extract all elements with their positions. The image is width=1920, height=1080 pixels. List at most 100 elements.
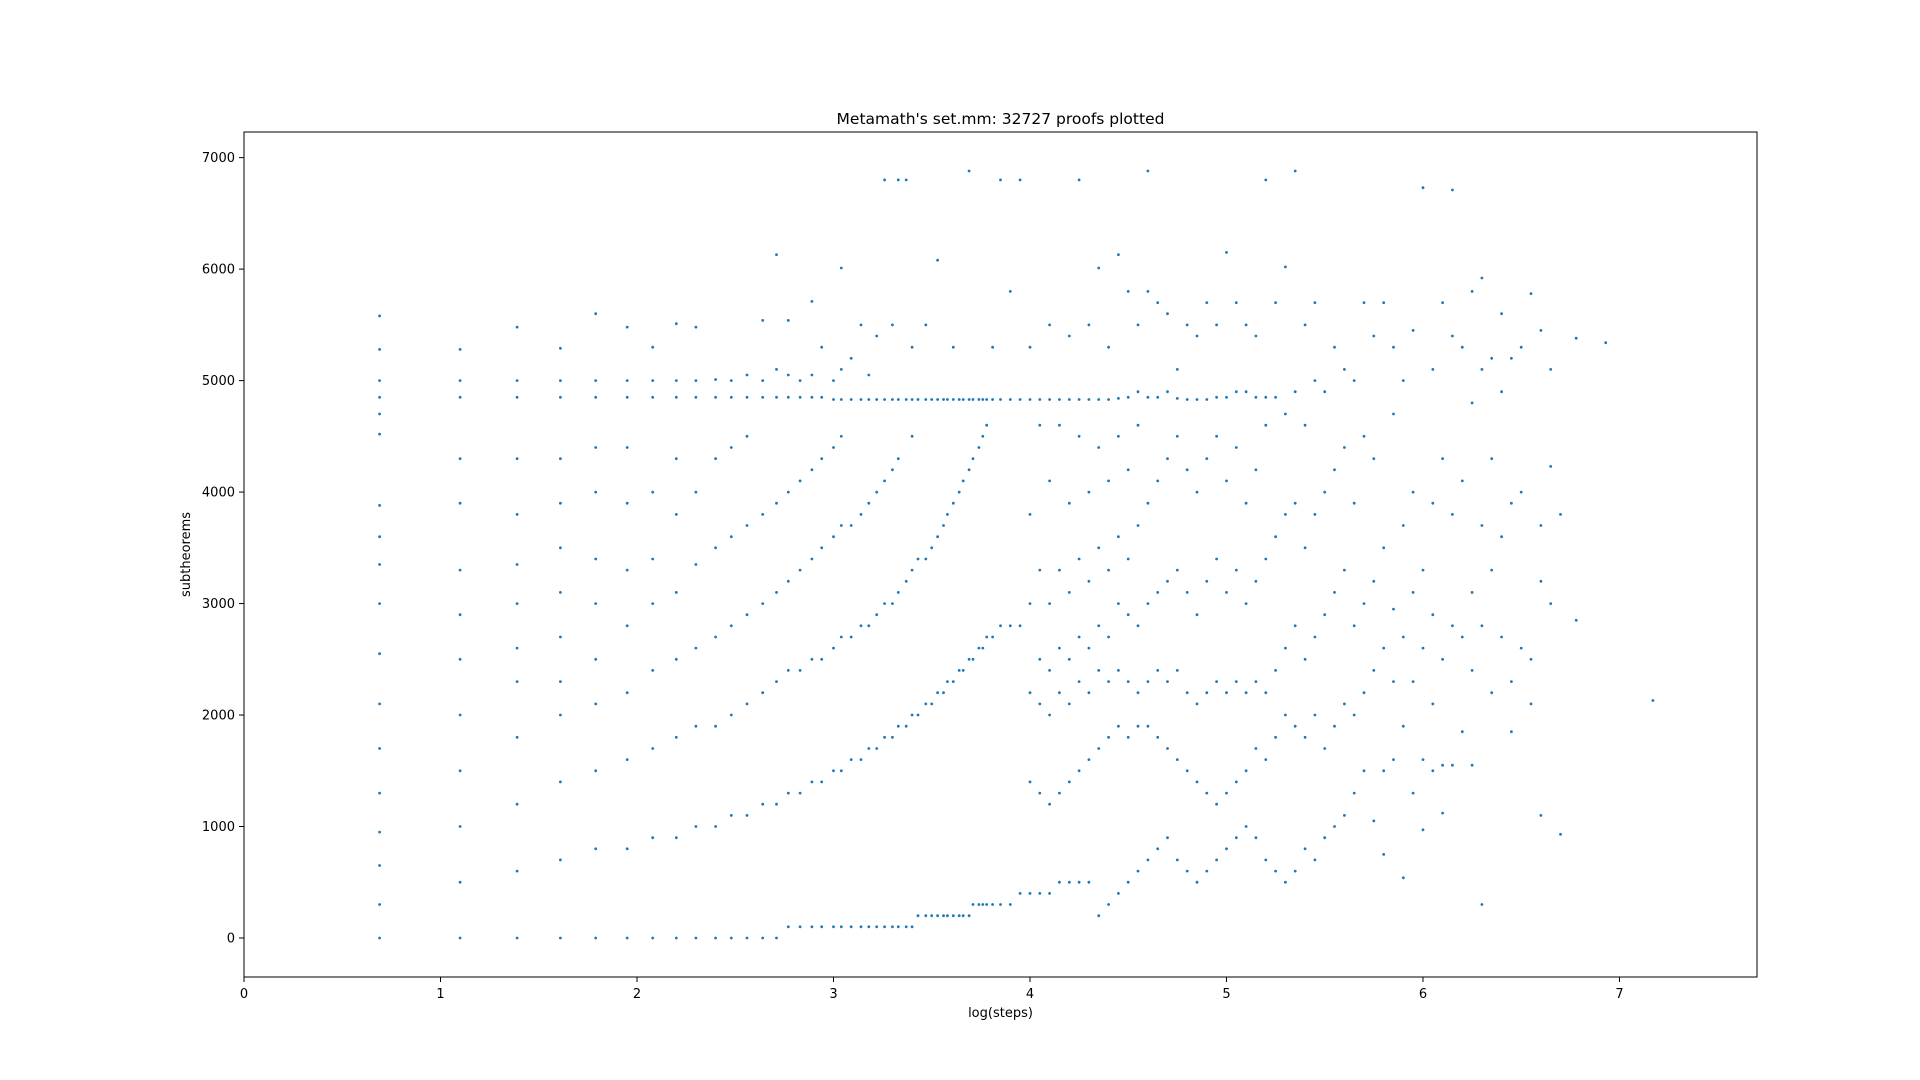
- data-point: [594, 446, 598, 449]
- data-point: [849, 524, 853, 527]
- data-point: [985, 423, 989, 427]
- data-point: [775, 253, 778, 256]
- data-point: [714, 546, 717, 550]
- data-point: [924, 323, 928, 327]
- data-point: [1323, 613, 1327, 617]
- data-point: [1343, 814, 1346, 817]
- data-point: [1136, 390, 1140, 394]
- data-point: [1234, 780, 1238, 784]
- data-point: [1087, 691, 1091, 695]
- data-point: [1352, 713, 1356, 717]
- data-point: [832, 398, 835, 401]
- data-point: [559, 713, 562, 717]
- data-point: [839, 769, 843, 773]
- data-point: [625, 325, 629, 329]
- data-point: [867, 373, 871, 377]
- data-point: [559, 501, 562, 505]
- data-point: [1097, 747, 1101, 750]
- data-point: [1460, 635, 1464, 639]
- data-point: [967, 914, 971, 918]
- data-point: [559, 457, 562, 460]
- data-point: [1480, 368, 1484, 371]
- data-point: [1018, 892, 1022, 895]
- data-point: [991, 345, 994, 349]
- data-point: [775, 501, 778, 505]
- data-point: [981, 903, 985, 906]
- data-point: [991, 398, 994, 401]
- data-point: [761, 691, 765, 695]
- data-point: [1470, 763, 1474, 767]
- data-point: [594, 490, 598, 494]
- data-point: [458, 613, 462, 617]
- data-point: [1117, 724, 1120, 728]
- data-point: [1215, 557, 1218, 561]
- y-tick-label: 1000: [202, 820, 235, 835]
- data-point: [515, 802, 519, 806]
- data-point: [1038, 702, 1042, 706]
- data-point: [378, 903, 381, 906]
- data-point: [1048, 669, 1051, 672]
- data-point: [1441, 811, 1444, 815]
- data-point: [1136, 691, 1140, 695]
- data-point: [961, 669, 965, 672]
- data-point: [891, 468, 894, 472]
- data-point: [559, 546, 562, 550]
- data-point: [1323, 490, 1327, 494]
- data-point: [1107, 398, 1110, 401]
- data-point: [1293, 724, 1297, 728]
- data-point: [694, 724, 698, 728]
- data-point: [1431, 501, 1435, 505]
- data-point: [1107, 735, 1110, 739]
- data-point: [1048, 892, 1051, 895]
- data-point: [515, 646, 519, 650]
- data-point: [1352, 379, 1356, 382]
- data-point: [515, 602, 519, 605]
- data-point: [875, 398, 879, 401]
- data-point: [775, 395, 778, 399]
- data-point: [810, 780, 814, 784]
- data-point: [839, 266, 843, 270]
- data-point: [594, 557, 598, 561]
- data-point: [859, 513, 863, 516]
- data-point: [729, 936, 733, 940]
- data-point: [916, 557, 920, 561]
- data-point: [1510, 356, 1513, 360]
- data-point: [1087, 323, 1091, 327]
- data-point: [378, 563, 381, 566]
- data-point: [1215, 680, 1218, 683]
- data-point: [1293, 501, 1297, 505]
- data-point: [378, 395, 381, 399]
- data-point: [1421, 828, 1425, 832]
- data-point: [729, 446, 733, 449]
- data-point: [859, 925, 863, 929]
- data-point: [594, 657, 598, 661]
- data-point: [694, 563, 698, 566]
- data-point: [1038, 657, 1042, 661]
- data-point: [957, 669, 961, 672]
- data-point: [1372, 457, 1376, 460]
- y-tick-label: 5000: [202, 374, 235, 389]
- data-point: [820, 546, 824, 550]
- data-point: [1264, 858, 1268, 862]
- data-point: [761, 602, 765, 605]
- data-point: [820, 345, 824, 349]
- data-point: [1510, 680, 1513, 683]
- y-axis-ticks: 0 1000 2000 3000 4000 5000 6000 7000: [202, 151, 244, 946]
- data-point: [1303, 546, 1307, 550]
- data-point: [936, 914, 939, 918]
- data-point: [1185, 323, 1189, 327]
- data-point: [1293, 169, 1297, 173]
- data-point: [1077, 557, 1081, 561]
- data-point: [1175, 669, 1179, 672]
- data-point: [798, 479, 802, 483]
- data-point: [924, 398, 928, 401]
- data-point: [1166, 680, 1169, 683]
- data-point: [1028, 691, 1032, 695]
- data-point: [674, 591, 678, 594]
- data-point: [378, 412, 381, 416]
- data-point: [1549, 465, 1553, 468]
- data-point: [1126, 613, 1130, 617]
- data-point: [1343, 446, 1346, 449]
- data-point: [1146, 602, 1150, 605]
- data-point: [1284, 265, 1287, 269]
